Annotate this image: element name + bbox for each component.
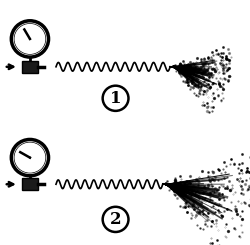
Circle shape	[29, 157, 31, 159]
Circle shape	[11, 139, 48, 176]
Circle shape	[102, 86, 128, 111]
Text: 1: 1	[110, 90, 121, 107]
Circle shape	[29, 38, 31, 40]
Circle shape	[102, 207, 128, 232]
Text: 2: 2	[109, 211, 121, 228]
FancyBboxPatch shape	[22, 61, 38, 73]
Circle shape	[11, 21, 48, 57]
FancyBboxPatch shape	[22, 178, 38, 190]
